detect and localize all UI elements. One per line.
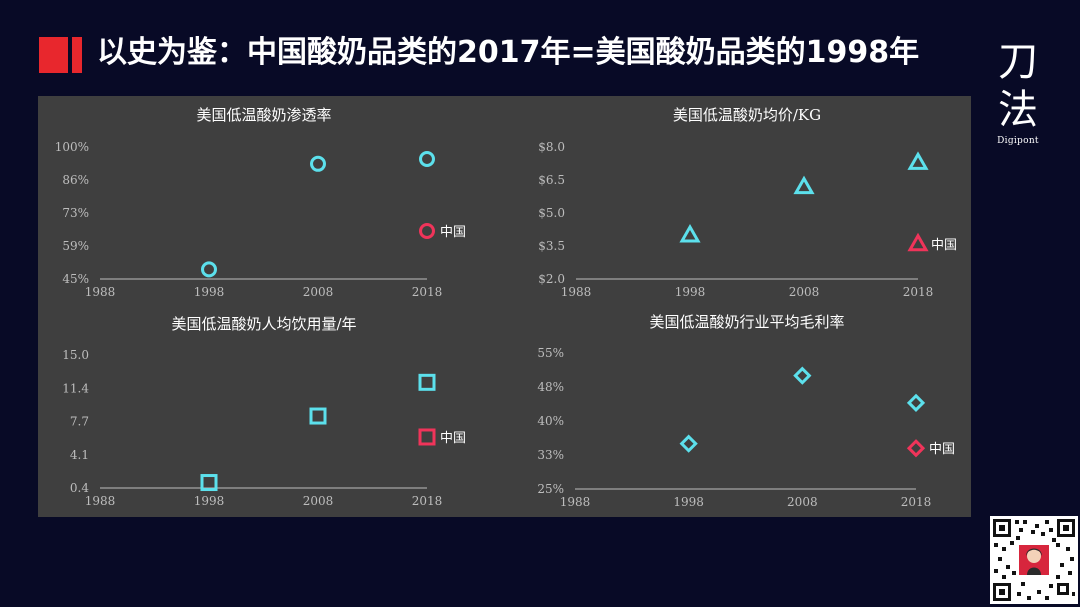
chart-4-y-tick-label: 25% xyxy=(537,482,564,496)
chart-3-x-tick-label: 2008 xyxy=(303,494,334,508)
title-accent-bar-small xyxy=(72,37,82,73)
chart-3-us-point xyxy=(309,407,327,425)
chart-1-china-point xyxy=(419,223,435,239)
chart-panel: 美国低温酸奶渗透率 100% 86% 73% 59% 45% 1988 1998 2008 201… xyxy=(38,96,971,517)
chart-2-y-tick-label: $5.0 xyxy=(538,206,565,220)
chart-1-x-tick-label: 2018 xyxy=(412,285,443,299)
chart-3-x-tick-label: 1998 xyxy=(194,494,225,508)
chart-1-y-tick-label: 100% xyxy=(55,140,89,154)
chart-3-y-tick-label: 11.4 xyxy=(62,381,89,395)
chart-2-x-tick-label: 1998 xyxy=(675,285,706,299)
chart-1-x-tick-label: 2008 xyxy=(303,285,334,299)
title-accent-bar-large xyxy=(39,37,68,73)
chart-3-x-tick-label: 1988 xyxy=(85,494,116,508)
chart-4-y-tick-label: 33% xyxy=(537,448,564,462)
chart-1-us-point xyxy=(201,261,217,278)
chart-3-us-point xyxy=(418,373,436,391)
chart-2-x-tick-label: 2008 xyxy=(789,285,820,299)
chart-1-us-point xyxy=(310,155,326,172)
chart-2-x-tick-label: 2018 xyxy=(903,285,934,299)
chart-3-us-point xyxy=(200,474,218,492)
chart-3-china-point xyxy=(418,428,436,446)
chart-1-y-tick-label: 59% xyxy=(62,239,89,253)
chart-2-y-tick-label: $3.5 xyxy=(538,239,565,253)
chart-3-y-tick-label: 7.7 xyxy=(70,415,89,429)
qr-code-graphic xyxy=(990,516,1078,604)
chart-4-china-label: 中国 xyxy=(929,442,955,457)
chart-3-x-tick-label: 2018 xyxy=(412,494,443,508)
chart-2-us-point xyxy=(907,151,929,170)
chart-4-y-tick-label: 55% xyxy=(537,346,564,360)
chart-1-x-tick-label: 1998 xyxy=(194,285,225,299)
chart-2-china-label: 中国 xyxy=(931,238,957,253)
chart-3-title: 美国低温酸奶人均饮用量/年 xyxy=(171,315,356,333)
chart-4-us-point xyxy=(906,393,926,412)
chart-1-title: 美国低温酸奶渗透率 xyxy=(196,106,331,124)
chart-4-y-tick-label: 48% xyxy=(537,380,564,394)
chart-4-x-tick-label: 1988 xyxy=(560,495,591,509)
title-accent-mark xyxy=(39,37,82,73)
chart-3-china-label: 中国 xyxy=(440,431,466,446)
chart-4-us-point xyxy=(679,434,698,453)
chart-4-x-tick-label: 2008 xyxy=(787,495,818,509)
chart-4-title: 美国低温酸奶行业平均毛利率 xyxy=(649,313,844,331)
brand-logo: 刀 法 Digipont xyxy=(990,38,1046,146)
brand-subtitle: Digipont xyxy=(997,136,1039,146)
qr-code-image xyxy=(990,516,1078,604)
slide-title: 以史为鉴：中国酸奶品类的2017年=美国酸奶品类的1998年 xyxy=(97,35,920,70)
chart-4-x-tick-label: 1998 xyxy=(673,495,704,509)
chart-1-x-tick-label: 1988 xyxy=(85,285,116,299)
chart-2-china-point xyxy=(907,232,929,252)
brand-char-2: 法 xyxy=(998,87,1038,133)
chart-2-x-tick-label: 1988 xyxy=(561,285,592,299)
chart-1-y-tick-label: 73% xyxy=(62,206,89,220)
chart-3-y-tick-label: 15.0 xyxy=(62,348,89,362)
chart-2-us-point xyxy=(679,223,701,243)
chart-2-title: 美国低温酸奶均价/KG xyxy=(673,106,821,124)
chart-3-y-tick-label: 0.4 xyxy=(70,481,89,495)
chart-2-y-tick-label: $2.0 xyxy=(538,272,565,286)
chart-4-china-point xyxy=(906,439,926,458)
chart-2-y-tick-label: $6.5 xyxy=(538,173,565,187)
chart-1-y-tick-label: 86% xyxy=(62,173,89,187)
chart-4-x-tick-label: 2018 xyxy=(901,495,932,509)
chart-1-china-label: 中国 xyxy=(440,225,466,240)
chart-3-y-tick-label: 4.1 xyxy=(70,448,89,462)
chart-1-us-point xyxy=(419,151,435,167)
chart-2-us-point xyxy=(793,175,815,195)
chart-4-y-tick-label: 40% xyxy=(537,414,564,428)
chart-2-y-tick-label: $8.0 xyxy=(538,140,565,154)
chart-4-us-point xyxy=(793,366,812,385)
chart-1-y-tick-label: 45% xyxy=(62,272,89,286)
brand-char-1: 刀 xyxy=(998,39,1038,85)
